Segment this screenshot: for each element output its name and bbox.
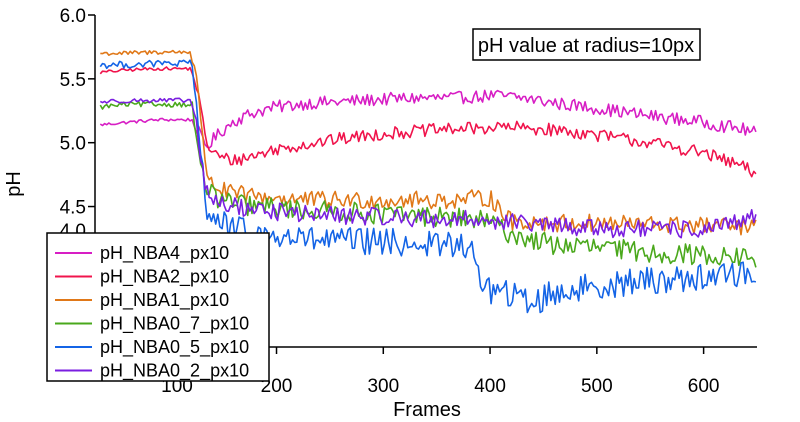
series-line-pH_NBA2_px10 <box>99 66 757 178</box>
legend-box <box>46 232 270 382</box>
x-ticks: 200 300 400 500 600 <box>261 347 720 397</box>
y-tick-label: 6.0 <box>60 6 86 27</box>
x-tick-label: 500 <box>581 376 613 397</box>
series-line-pH_NBA0_5_px10 <box>99 59 757 314</box>
series-line-pH_NBA0_2_px10 <box>99 97 757 239</box>
y-axis-label: pH <box>3 171 25 197</box>
y-tick-label: 5.0 <box>60 134 86 155</box>
y-tick-label: 4.5 <box>60 198 86 219</box>
legend-label: pH_NBA0_2_px10 <box>100 361 249 382</box>
legend-label: pH_NBA0_7_px10 <box>100 314 249 335</box>
chart-title: pH value at radius=10px <box>478 35 694 57</box>
x-axis-label: Frames <box>393 399 461 421</box>
legend-label: pH_NBA2_px10 <box>100 267 229 288</box>
legend-label: pH_NBA4_px10 <box>100 243 229 264</box>
x-tick-label: 300 <box>367 376 399 397</box>
y-tick-label: 5.5 <box>60 70 86 91</box>
title-box: pH value at radius=10px <box>472 28 701 61</box>
series-lines <box>99 49 757 314</box>
series-line-pH_NBA1_px10 <box>100 49 757 236</box>
series-line-pH_NBA0_7_px10 <box>99 101 757 268</box>
y-ticks: 4.5 5.0 5.5 6.0 <box>60 6 95 219</box>
x-tick-label: 400 <box>474 376 506 397</box>
x-tick-label: 600 <box>688 376 720 397</box>
legend-label: pH_NBA0_5_px10 <box>100 337 249 358</box>
series-line-pH_NBA4_px10 <box>99 89 757 149</box>
legend-label: pH_NBA1_px10 <box>100 290 229 311</box>
